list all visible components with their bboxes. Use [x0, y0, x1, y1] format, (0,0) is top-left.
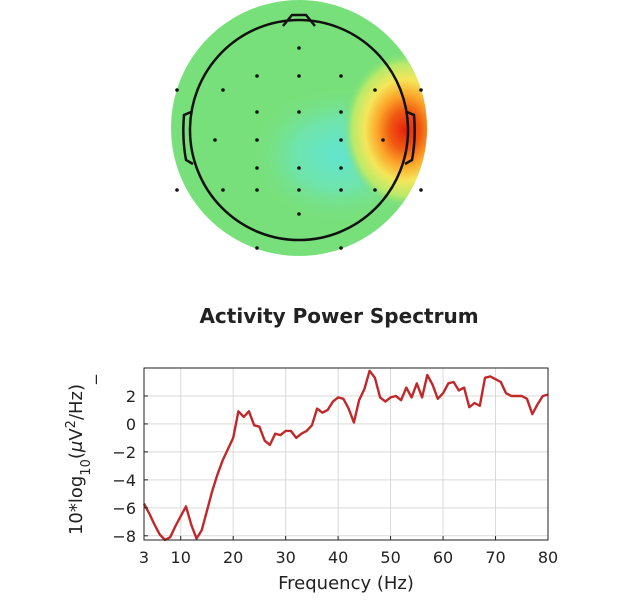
- electrode-dots: [175, 46, 423, 250]
- x-axis-ticks: 3 10 20 30 40 50 60 70 80: [139, 536, 558, 567]
- x-tick-label: 70: [485, 548, 505, 567]
- x-tick-label: 50: [380, 548, 400, 567]
- x-tick-label: 3: [139, 548, 149, 567]
- left-ear-marker: [182, 110, 194, 166]
- x-tick-label: 60: [433, 548, 453, 567]
- x-axis-label: Frequency (Hz): [278, 573, 414, 594]
- head-outline: [188, 18, 410, 242]
- plot-background: [144, 368, 548, 540]
- x-tick-label: 40: [328, 548, 348, 567]
- x-tick-label: 10: [171, 548, 191, 567]
- y-tick-label: −8: [112, 527, 136, 546]
- y-tick-label: −2: [112, 443, 136, 462]
- y-tick-label: −4: [112, 471, 136, 490]
- chart-title: Activity Power Spectrum: [199, 304, 478, 328]
- y-tick-label: 2: [126, 387, 136, 406]
- high-activity-hotspot: [343, 52, 427, 208]
- scalp-topoplot: [171, 0, 427, 256]
- x-tick-label: 80: [538, 548, 558, 567]
- y-tick-label: −6: [112, 499, 136, 518]
- y-axis-ticks: 2 0 −2 −4 −6 −8: [112, 387, 148, 546]
- plot-frame: [143, 367, 549, 541]
- plot-area: 3 10 20 30 40 50 60 70 80 20−2−4−6−8: [112, 367, 558, 567]
- x-tick-label: 30: [275, 548, 295, 567]
- power-spectrum-line: [142, 369, 549, 542]
- x-tick-label: 20: [223, 548, 243, 567]
- nose-marker: [282, 13, 316, 27]
- y-axis-label: 10*log10(μV2/Hz)_: [64, 374, 98, 535]
- y-tick-label: 0: [126, 415, 136, 434]
- right-ear-marker: [404, 110, 416, 166]
